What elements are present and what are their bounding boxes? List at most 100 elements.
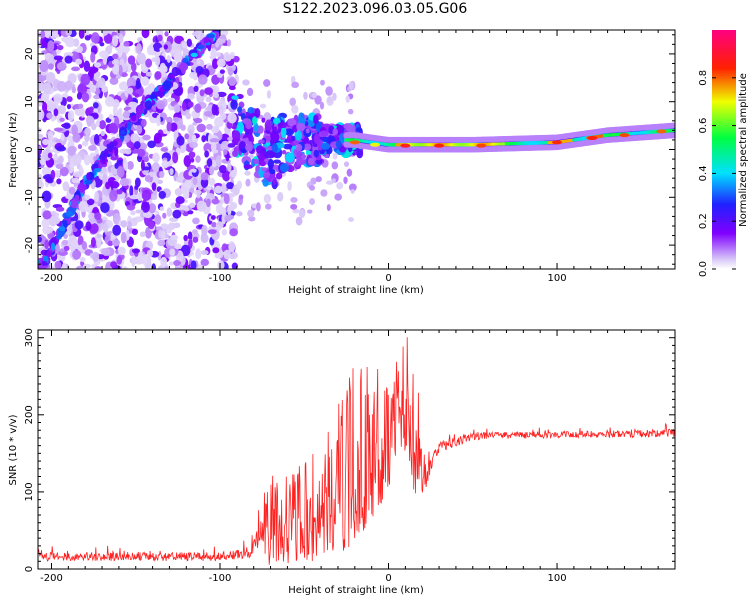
heatmap-cell — [112, 53, 119, 60]
heatmap-cell — [347, 108, 354, 115]
heatmap-cell — [151, 182, 157, 191]
heatmap-cell — [151, 263, 157, 269]
heatmap-cell — [53, 154, 59, 161]
x-tick-label: -100 — [209, 273, 232, 284]
heatmap-cell — [118, 81, 129, 91]
heatmap-cell — [169, 168, 174, 176]
heatmap-cell — [190, 157, 195, 163]
heatmap-cell — [46, 250, 53, 257]
heatmap-cell — [218, 105, 224, 115]
heatmap-cell — [44, 239, 50, 250]
heatmap-cell — [156, 114, 161, 127]
heatmap-cell — [60, 132, 65, 142]
heatmap-cell — [263, 193, 271, 204]
heatmap-cell — [55, 206, 65, 212]
heatmap-cell — [174, 243, 182, 250]
heatmap-cell — [187, 101, 194, 108]
heatmap-cell — [159, 170, 165, 178]
heatmap-cell — [252, 116, 258, 125]
heatmap-cell — [206, 158, 213, 168]
heatmap-cell — [75, 265, 85, 269]
heatmap-cell — [313, 114, 319, 125]
heatmap-cell — [191, 134, 197, 143]
heatmap-cell — [296, 143, 303, 152]
heatmap-cell — [148, 203, 157, 214]
heatmap-cell — [56, 61, 67, 71]
heatmap-cell — [332, 128, 339, 136]
colorbar-tick-label: 0.8 — [698, 70, 709, 86]
y-tick-label: 10 — [24, 95, 35, 108]
heatmap-cell — [232, 150, 239, 158]
heatmap-cell — [170, 234, 179, 240]
heatmap-cell — [122, 266, 128, 269]
heatmap-cell — [114, 145, 119, 157]
heatmap-cell — [216, 91, 227, 97]
figure-title: S122.2023.096.03.05.G06 — [282, 1, 468, 17]
heatmap-cell — [184, 179, 192, 190]
heatmap-cell — [54, 260, 62, 269]
heatmap-cell — [173, 259, 181, 267]
heatmap-cell — [195, 65, 204, 75]
heatmap-cell — [130, 133, 140, 144]
heatmap-cell — [245, 178, 251, 187]
heatmap-cell — [195, 248, 202, 260]
heatmap-cell — [271, 143, 278, 153]
heatmap-cell — [88, 212, 96, 220]
heatmap-cell — [345, 95, 350, 103]
heatmap-cell — [194, 103, 202, 114]
heatmap-cell — [211, 221, 217, 228]
heatmap-cell — [214, 252, 223, 259]
heatmap-cell — [252, 158, 260, 165]
heatmap-cell — [182, 188, 190, 200]
heatmap-cell — [275, 172, 283, 180]
heatmap-cell — [47, 152, 53, 159]
heatmap-cell — [224, 215, 231, 222]
heatmap-cell — [267, 158, 274, 169]
heatmap-cell — [284, 128, 295, 136]
heatmap-cell — [287, 181, 292, 192]
heatmap-cell — [154, 71, 162, 80]
heatmap-cell — [84, 134, 90, 142]
heatmap-cell — [160, 223, 169, 229]
y-tick-label: 100 — [24, 482, 35, 501]
colorbar: 0.0 0.2 0.4 0.6 0.8 Normalized spectral ampl… — [698, 30, 749, 277]
heatmap-cell — [167, 222, 176, 231]
heatmap-cell — [76, 45, 83, 53]
heatmap-cell — [231, 95, 239, 100]
heatmap-cell — [263, 112, 272, 121]
heatmap-cell — [88, 106, 95, 113]
heatmap-cell — [240, 148, 248, 154]
x-tick-label: 100 — [547, 273, 566, 284]
heatmap-cell — [101, 30, 109, 36]
heatmap-cell — [57, 104, 67, 115]
heatmap-cell — [203, 142, 213, 153]
heatmap-cell — [343, 161, 350, 167]
heatmap-cell — [265, 203, 272, 210]
heatmap-cell — [131, 228, 139, 236]
colorbar-tick-label: 0.6 — [698, 118, 709, 134]
heatmap-cell — [219, 164, 227, 174]
heatmap-cell — [131, 62, 137, 72]
heatmap-cell — [94, 266, 102, 269]
heatmap-cell — [123, 40, 130, 47]
heatmap-cell — [151, 162, 161, 175]
heatmap-cell — [163, 44, 168, 50]
heatmap-cell — [174, 187, 183, 197]
heatmap-cell — [309, 184, 316, 191]
heatmap-cell — [136, 124, 143, 135]
heatmap-cell — [210, 141, 217, 152]
heatmap-cell — [112, 35, 119, 47]
heatmap-cell — [116, 165, 125, 178]
y-tick-label: -20 — [24, 237, 35, 253]
heatmap-cell — [229, 228, 238, 237]
heatmap-cell — [175, 196, 185, 205]
heatmap-cell — [105, 181, 111, 190]
heatmap-cell — [203, 110, 213, 117]
heatmap-cell — [133, 141, 141, 150]
snr-frame — [37, 329, 676, 570]
heatmap-cell — [215, 221, 224, 229]
heatmap-cell — [164, 247, 172, 258]
heatmap-cell — [114, 162, 119, 169]
heatmap-cell — [196, 60, 201, 65]
heatmap-cell — [273, 126, 278, 131]
